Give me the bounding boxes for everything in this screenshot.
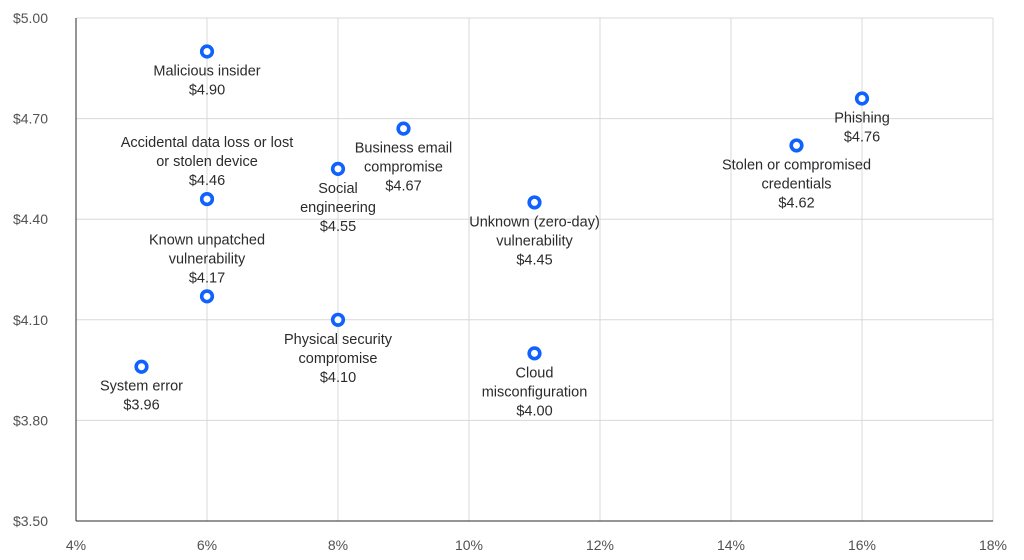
data-label: vulnerability (169, 251, 246, 267)
x-tick-label: 18% (979, 537, 1007, 553)
data-label: $4.45 (516, 252, 552, 268)
data-point (330, 161, 346, 176)
y-tick-label: $4.70 (13, 111, 48, 127)
data-point (527, 195, 542, 210)
data-label: $4.00 (516, 403, 552, 419)
y-tick-label: $5.00 (13, 10, 48, 26)
data-label: vulnerability (496, 233, 573, 249)
data-label: $4.55 (320, 219, 356, 235)
data-label: engineering (300, 200, 376, 216)
data-label: Unknown (zero-day) (469, 214, 600, 230)
data-point (134, 359, 149, 374)
data-label: Physical security (284, 332, 393, 348)
data-label: Social (318, 181, 358, 197)
x-tick-label: 14% (717, 537, 745, 553)
x-tick-label: 12% (586, 537, 614, 553)
y-tick-label: $4.10 (13, 312, 48, 328)
data-point (199, 44, 215, 59)
data-label: compromise (364, 160, 443, 176)
data-point (854, 91, 870, 106)
y-tick-label: $3.80 (13, 412, 48, 428)
y-tick-label: $3.50 (13, 513, 48, 529)
data-label: $4.46 (189, 173, 225, 189)
data-label: $4.67 (385, 179, 421, 195)
data-label: $4.76 (844, 129, 880, 145)
data-label: Stolen or compromised (722, 157, 871, 173)
data-point (199, 289, 215, 304)
data-label: $4.17 (189, 270, 225, 286)
x-tick-label: 16% (848, 537, 876, 553)
data-point (789, 138, 804, 153)
data-label: Phishing (834, 110, 890, 126)
data-label: misconfiguration (482, 384, 588, 400)
data-label: $4.62 (778, 195, 814, 211)
data-point (199, 191, 215, 207)
data-label: Cloud (516, 365, 554, 381)
data-label: System error (100, 379, 183, 395)
data-label: $4.90 (189, 83, 225, 99)
data-point (330, 312, 346, 327)
data-label: Business email (355, 141, 453, 157)
data-point (396, 121, 411, 136)
data-label: Known unpatched (149, 232, 265, 248)
data-label: compromise (299, 351, 378, 367)
data-label: $4.10 (320, 370, 356, 386)
data-point (527, 346, 542, 361)
x-tick-label: 6% (197, 537, 217, 553)
data-label: or stolen device (156, 154, 258, 170)
data-label: Malicious insider (153, 64, 260, 80)
y-tick-label: $4.40 (13, 211, 48, 227)
data-label: $3.96 (123, 398, 159, 414)
x-tick-label: 10% (455, 537, 483, 553)
data-label: Accidental data loss or lost (121, 135, 293, 151)
data-label: credentials (761, 176, 831, 192)
x-tick-label: 8% (328, 537, 348, 553)
x-tick-label: 4% (66, 537, 86, 553)
